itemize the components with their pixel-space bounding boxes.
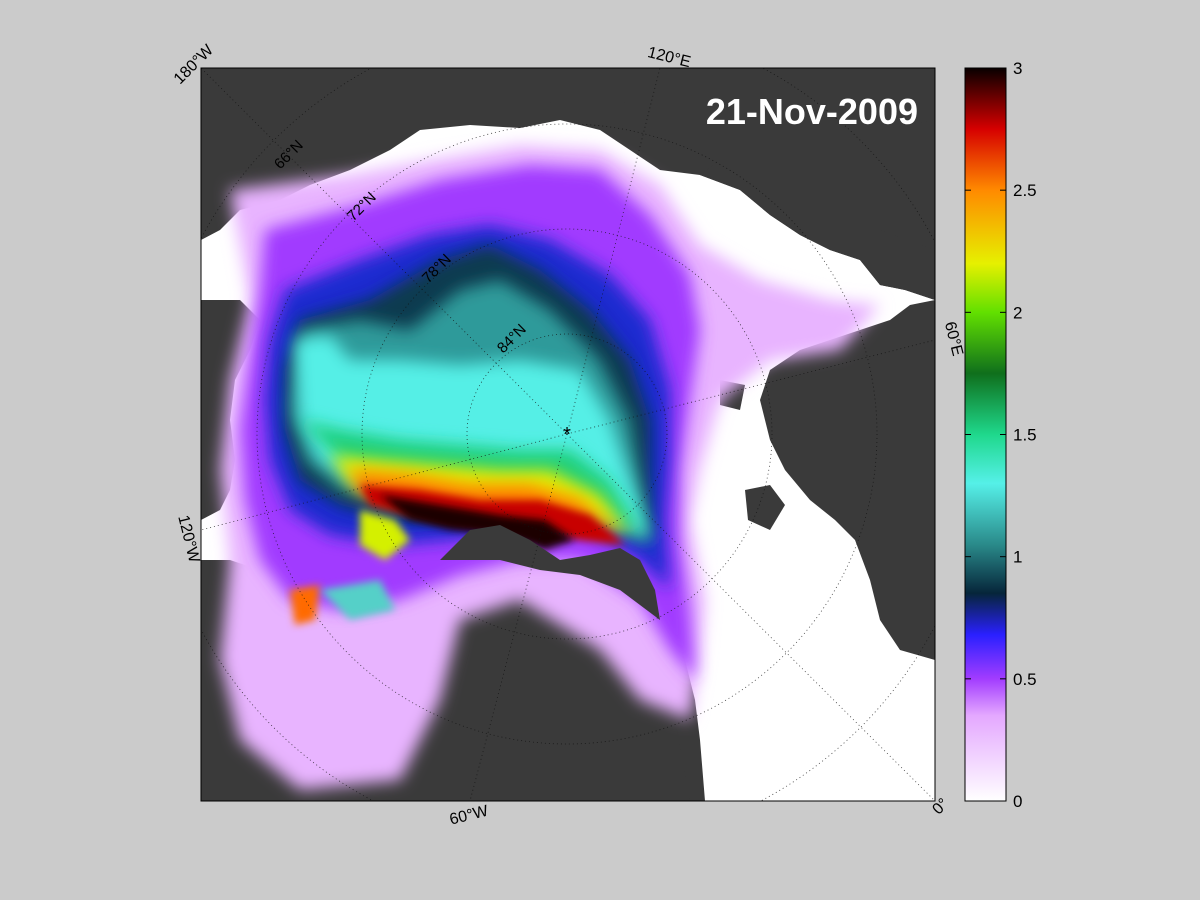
north-pole-marker: * — [563, 424, 571, 446]
lon-label-120e: 120°E — [646, 44, 693, 71]
lon-label-120w: 120°W — [174, 513, 202, 565]
lon-label-60e: 60°E — [941, 320, 966, 358]
ice-thickness-field — [220, 145, 880, 790]
colorbar-tick-label: 1 — [1013, 548, 1022, 567]
colorbar-tick-label: 1.5 — [1013, 426, 1037, 445]
colorbar-tick-label: 0.5 — [1013, 670, 1037, 689]
colorbar-scale — [964, 67, 1007, 802]
lon-label-60w: 60°W — [448, 802, 491, 828]
colorbar-ticks: 0 0.5 1 1.5 2 2.5 3 — [965, 59, 1037, 811]
map-panel — [201, 68, 935, 801]
graticule — [201, 68, 935, 801]
colorbar-tick-label: 0 — [1013, 792, 1022, 811]
colorbar-tick-label: 3 — [1013, 59, 1022, 78]
colorbar: 0 0.5 1 1.5 2 2.5 3 — [964, 59, 1037, 811]
colorbar-tick-label: 2 — [1013, 303, 1022, 322]
colorbar-tick-label: 2.5 — [1013, 181, 1037, 200]
coast-overlay — [201, 68, 935, 620]
date-label: 21-Nov-2009 — [706, 91, 918, 132]
map-frame — [200, 67, 936, 802]
